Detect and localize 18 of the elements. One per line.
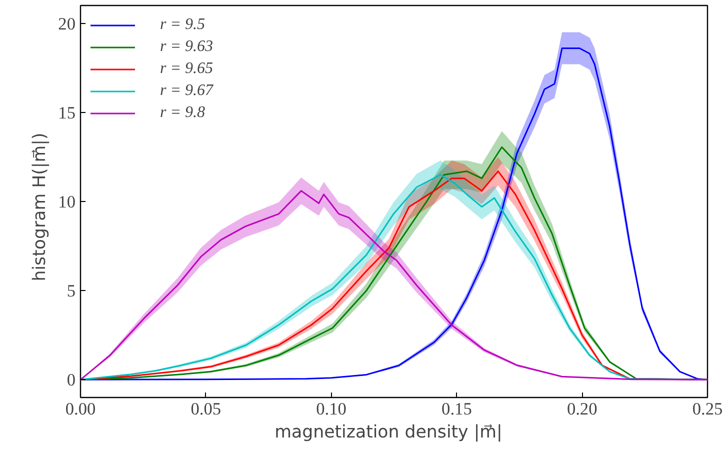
- y-tick-label: 10: [58, 192, 76, 212]
- y-tick-label: 20: [58, 14, 76, 34]
- y-tick-label: 15: [58, 103, 76, 122]
- legend-label: r = 9.5: [160, 16, 206, 34]
- y-tick-label: 0: [66, 370, 76, 390]
- x-tick-label: 0.15: [442, 400, 472, 418]
- x-tick-label: 0.20: [566, 400, 598, 418]
- y-axis-title: histogram H(|m⃗|): [30, 132, 50, 282]
- x-axis-title: magnetization density |m⃗|: [274, 422, 502, 442]
- x-tick-label: 0.25: [692, 400, 723, 418]
- legend-label: r = 9.65: [160, 60, 214, 78]
- x-tick-label: 0.00: [65, 400, 96, 418]
- legend-label: r = 9.67: [160, 82, 214, 100]
- x-tick-label: 0.10: [316, 400, 346, 418]
- legend-label: r = 9.63: [160, 38, 214, 56]
- legend-label: r = 9.8: [160, 104, 206, 122]
- x-tick-label: 0.05: [190, 400, 222, 418]
- y-tick-label: 5: [66, 282, 76, 301]
